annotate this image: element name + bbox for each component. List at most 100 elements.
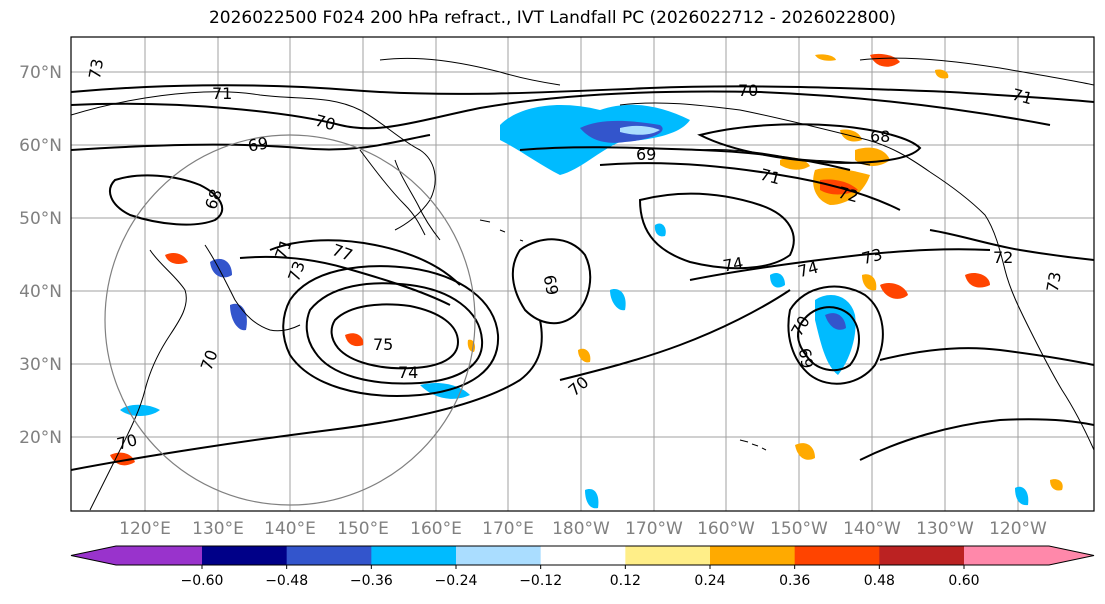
map-frame xyxy=(70,36,1095,512)
colorbar-outline xyxy=(70,545,1095,566)
positive-patch xyxy=(345,333,364,347)
coastline-north-america xyxy=(929,171,1094,451)
lon-label: 140°E xyxy=(264,519,316,539)
positive-patch xyxy=(870,53,900,67)
colorbar-tick-label: 0.60 xyxy=(948,573,979,589)
lon-label: 170°W xyxy=(625,519,683,539)
contour-70 xyxy=(71,90,1051,130)
shading-patches xyxy=(110,53,1063,509)
contour-label: 70 xyxy=(738,81,758,100)
contour-label: 69 xyxy=(636,145,656,164)
contour-label: 73 xyxy=(1043,270,1065,293)
contour-label: 71 xyxy=(212,84,232,103)
positive-patch xyxy=(862,274,877,291)
coastline-japan xyxy=(204,244,301,332)
lon-label: 160°W xyxy=(697,519,755,539)
lat-label: 50°N xyxy=(19,209,62,229)
contour-68-alaska xyxy=(697,123,922,164)
contour-label: 70 xyxy=(313,111,338,135)
lon-label: 130°W xyxy=(916,519,974,539)
colorbar-segment xyxy=(286,546,372,565)
positive-patch xyxy=(815,54,836,61)
contour-label: 74 xyxy=(721,253,744,275)
colorbar-tick-label: −0.24 xyxy=(435,573,478,589)
lon-label: 140°W xyxy=(843,519,901,539)
contour-69 xyxy=(71,134,431,151)
colorbar-tick-label: −0.36 xyxy=(350,573,393,589)
colorbar-tick-label: −0.12 xyxy=(519,573,562,589)
positive-patch xyxy=(165,252,188,264)
lat-label: 60°N xyxy=(19,136,62,156)
contour-label: 72 xyxy=(836,183,861,207)
contour-labels: 73 71 70 69 68 71 73 77 75 74 70 70 69 6… xyxy=(85,57,1065,453)
colorbar-tick-label: 0.48 xyxy=(864,573,895,589)
negative-patch xyxy=(620,125,660,135)
coastline-korea-china xyxy=(89,249,187,511)
contour-label: 69 xyxy=(540,273,562,296)
contour-69-loop xyxy=(511,238,592,325)
lat-label: 30°N xyxy=(19,355,62,375)
negative-patch xyxy=(654,223,666,237)
contour-label: 75 xyxy=(373,335,393,354)
lon-label: 130°E xyxy=(192,519,244,539)
lon-label: 180°W xyxy=(552,519,610,539)
contour-74-mid xyxy=(638,192,795,270)
contour-70-loop xyxy=(787,285,884,385)
lon-label: 150°E xyxy=(337,519,389,539)
contour-label: 73 xyxy=(860,245,885,269)
positive-patch xyxy=(578,348,591,363)
lat-label: 20°N xyxy=(19,428,62,448)
latitude-labels: 70°N 60°N 50°N 40°N 30°N 20°N xyxy=(19,63,62,448)
contour-69-loop-east xyxy=(797,306,860,372)
colorbar-tick-label: −0.60 xyxy=(181,573,224,589)
positive-patch xyxy=(795,443,815,460)
contour-73-outer xyxy=(282,265,500,397)
lat-label: 70°N xyxy=(19,63,62,83)
colorbar-segment xyxy=(202,546,288,565)
contour-label: 68 xyxy=(870,127,890,146)
positive-patch xyxy=(935,69,949,79)
contour-label: 74 xyxy=(398,363,418,382)
coastline-kamchatka xyxy=(394,159,441,241)
contour-71-se xyxy=(879,347,1094,366)
coastline-asia xyxy=(71,91,436,231)
coastline-russia-east xyxy=(359,149,426,236)
contour-71 xyxy=(71,84,1094,103)
contour-73-east xyxy=(689,248,991,281)
lon-label: 170°E xyxy=(482,519,534,539)
negative-patch xyxy=(770,273,785,288)
colorbar xyxy=(70,545,1095,566)
gridlines xyxy=(71,37,1094,511)
contours xyxy=(71,84,1094,471)
colorbar-tick-label: −0.48 xyxy=(265,573,308,589)
contour-label: 71 xyxy=(758,165,783,189)
lon-label: 150°W xyxy=(770,519,828,539)
lat-label: 40°N xyxy=(19,282,62,302)
colorbar-ticks: −0.60 −0.48 −0.36 −0.24 −0.12 0.12 0.24 0.36 0.4… xyxy=(181,565,980,589)
contour-label: 74 xyxy=(796,258,821,282)
negative-patch xyxy=(610,289,626,311)
colorbar-segment xyxy=(964,546,1094,565)
colorbar-segment xyxy=(540,546,626,565)
negative-patch xyxy=(585,489,599,509)
lon-label: 120°E xyxy=(119,519,171,539)
negative-patch xyxy=(500,104,690,175)
coastline-arctic xyxy=(859,57,1094,86)
positive-patch xyxy=(880,283,908,299)
contour-74 xyxy=(305,282,484,385)
contour-70-se xyxy=(859,418,1094,461)
colorbar-segment xyxy=(456,546,542,565)
coastline-north xyxy=(379,57,561,86)
colorbar-segment xyxy=(879,546,965,565)
lon-label: 120°W xyxy=(989,519,1047,539)
contour-label: 71 xyxy=(1010,85,1035,109)
contour-label: 69 xyxy=(795,347,817,370)
contour-73-west xyxy=(239,255,451,306)
coastline-alaska xyxy=(619,102,931,173)
colorbar-segment xyxy=(794,546,880,565)
colorbar-segment xyxy=(371,546,457,565)
lon-label: 160°E xyxy=(410,519,462,539)
hawaii-islands xyxy=(739,439,767,451)
contour-75 xyxy=(330,303,460,370)
